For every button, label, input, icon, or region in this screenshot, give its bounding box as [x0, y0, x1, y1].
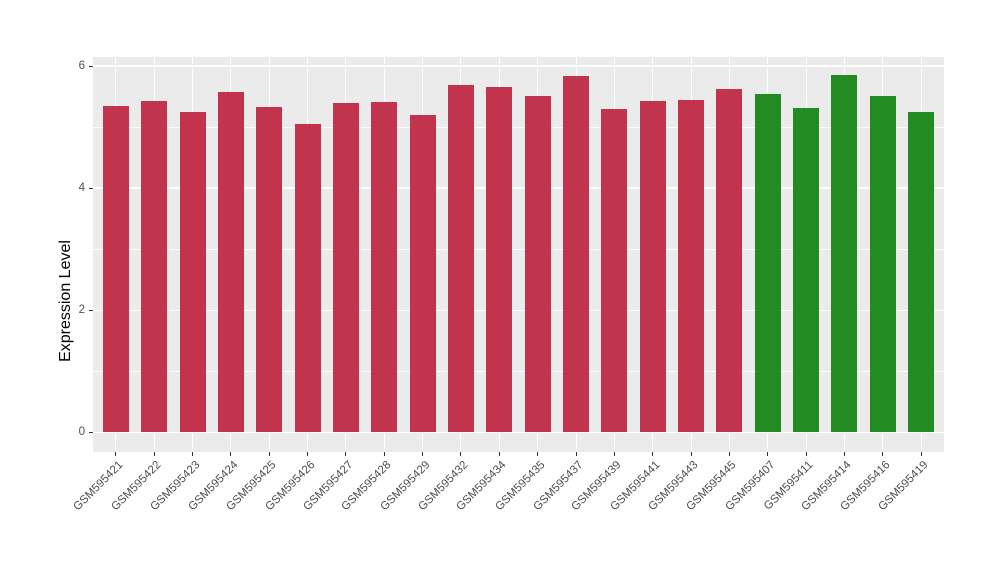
gridline-major-y0: [93, 431, 944, 434]
bar-GSM595439: [601, 108, 628, 433]
y-tick-0: [89, 432, 93, 433]
bar-GSM595424: [217, 92, 244, 433]
y-tick-label-2: 2: [78, 303, 85, 316]
bar-GSM595441: [639, 101, 666, 433]
gridline-major-y2: [93, 309, 944, 312]
x-tick-GSM595423: [192, 452, 194, 456]
x-tick-GSM595437: [575, 452, 577, 456]
gridline-major-y6: [93, 65, 944, 67]
bar-GSM595429: [409, 114, 436, 433]
gridline-minor-y5: [93, 127, 944, 128]
bar-GSM595425: [256, 106, 283, 433]
x-tick-GSM595411: [805, 452, 807, 456]
x-tick-GSM595407: [767, 452, 769, 456]
x-tick-GSM595432: [460, 452, 462, 456]
gridline-minor-y3: [93, 249, 944, 250]
y-tick-label-6: 6: [78, 59, 85, 72]
plot-panel: [93, 57, 944, 452]
bar-GSM595434: [486, 87, 513, 433]
x-tick-GSM595426: [307, 452, 309, 456]
bar-GSM595422: [141, 100, 168, 433]
x-tick-GSM595419: [920, 452, 922, 456]
y-tick-6: [89, 65, 93, 67]
bar-GSM595407: [754, 94, 781, 433]
y-tick-4: [89, 187, 93, 189]
y-tick-label-4: 4: [78, 181, 85, 194]
x-tick-GSM595435: [537, 452, 539, 456]
bar-GSM595435: [524, 95, 551, 433]
bar-GSM595432: [447, 84, 474, 433]
x-tick-GSM595427: [345, 452, 347, 456]
y-tick-label-0: 0: [78, 426, 85, 438]
x-tick-GSM595445: [728, 452, 730, 456]
x-tick-GSM595424: [230, 452, 232, 456]
x-tick-GSM595414: [843, 452, 845, 456]
x-tick-GSM595443: [690, 452, 692, 456]
bar-GSM595437: [563, 75, 590, 433]
y-axis-title: Expression Level: [57, 239, 74, 362]
x-tick-GSM595416: [882, 452, 884, 456]
x-tick-GSM595434: [498, 452, 500, 456]
x-tick-GSM595429: [422, 452, 424, 456]
x-tick-GSM595441: [652, 452, 654, 456]
x-tick-GSM595421: [115, 452, 117, 456]
gridline-major-y4: [93, 187, 944, 189]
bar-GSM595421: [102, 105, 129, 433]
x-tick-GSM595439: [613, 452, 615, 456]
bar-GSM595411: [793, 107, 820, 433]
x-tick-GSM595425: [268, 452, 270, 456]
bar-GSM595414: [831, 75, 858, 433]
bar-GSM595419: [908, 111, 935, 433]
bar-GSM595423: [179, 112, 206, 433]
bar-GSM595426: [294, 124, 321, 433]
y-tick-2: [89, 309, 93, 311]
gridline-minor-y1: [93, 371, 944, 373]
bar-GSM595416: [869, 95, 896, 433]
bar-GSM595428: [371, 102, 398, 433]
bar-GSM595427: [332, 103, 359, 433]
bar-GSM595443: [678, 100, 705, 433]
x-tick-GSM595428: [383, 452, 385, 456]
x-tick-GSM595422: [153, 452, 155, 456]
bar-GSM595445: [716, 89, 743, 433]
